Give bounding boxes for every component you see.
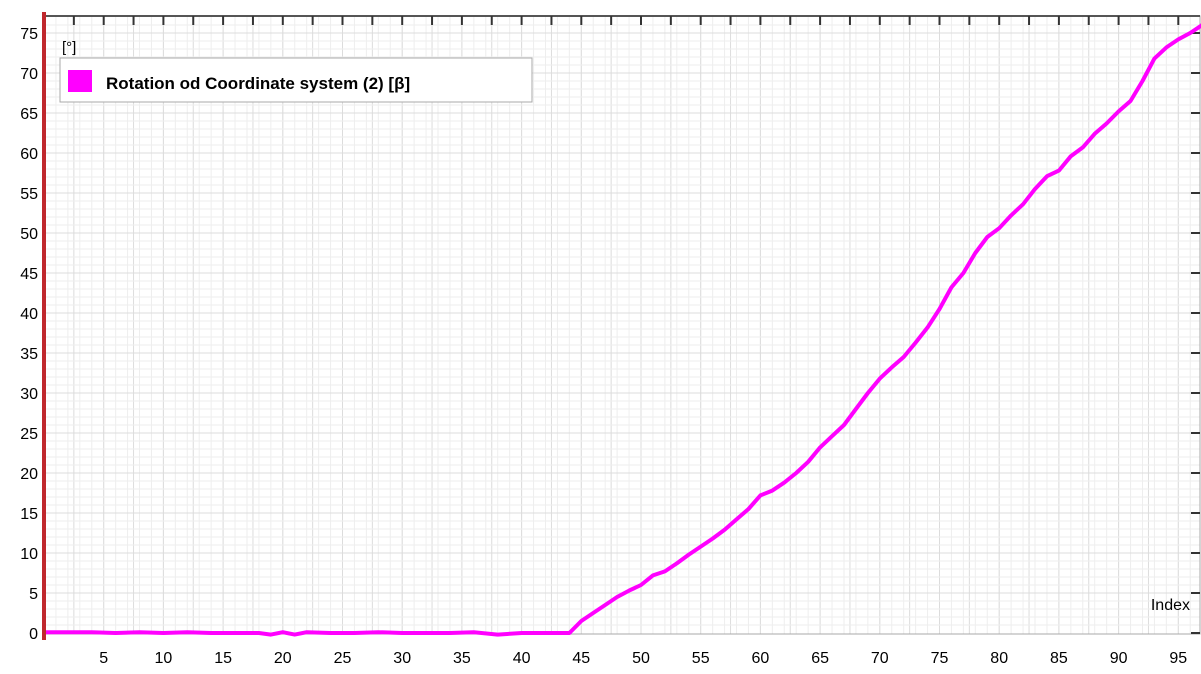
x-tick-label: 70 [871,650,889,667]
y-axis-ticks: 0 5 10 15 20 25 30 35 40 45 50 55 60 65 70 75 [20,26,38,643]
y-tick-label: 55 [20,186,38,203]
series-line [42,23,1201,637]
y-tick-label: 5 [29,586,38,603]
x-tick-label: 80 [990,650,1008,667]
y-tick-label: 60 [20,146,38,163]
grid-lines [44,16,1200,634]
x-tick-label: 30 [393,650,411,667]
legend-box [59,57,533,103]
y-tick-label: 35 [20,346,38,363]
y-tick-label: 10 [20,546,38,563]
y-tick-label: 30 [20,386,38,403]
x-tick-label: 90 [1110,650,1128,667]
legend-label: Rotation od Coordinate system (2) [β] [106,74,410,93]
y-tick-label: 15 [20,506,38,523]
y-tick-label: 50 [20,226,38,243]
x-tick-label: 75 [931,650,949,667]
x-axis-ticks: 5 10 15 20 25 30 35 40 45 50 55 60 65 70 75 80 85 90 95 [99,650,1187,667]
x-tick-label: 85 [1050,650,1068,667]
x-tick-label: 40 [513,650,531,667]
x-tick-label: 95 [1169,650,1187,667]
x-tick-label: 55 [692,650,710,667]
x-axis-label: Index [1151,597,1190,614]
x-tick-label: 65 [811,650,829,667]
y-tick-label: 20 [20,466,38,483]
y-axis-unit-label: [°] [62,39,76,56]
legend-swatch [68,70,92,92]
y-tick-label: 25 [20,426,38,443]
y-tick-label: 65 [20,106,38,123]
x-tick-label: 50 [632,650,650,667]
series-layer [42,23,1201,637]
y-tick-label: 40 [20,306,38,323]
x-tick-label: 20 [274,650,292,667]
x-tick-label: 25 [334,650,352,667]
y-tick-label: 0 [29,626,38,643]
x-tick-label: 15 [214,650,232,667]
y-tick-label: 70 [20,66,38,83]
plot-frame [44,15,1200,634]
y-tick-label: 45 [20,266,38,283]
x-tick-label: 10 [155,650,173,667]
x-tick-label: 60 [752,650,770,667]
x-tick-label: 35 [453,650,471,667]
x-tick-label: 5 [99,650,108,667]
legend[interactable]: Rotation od Coordinate system (2) [β] [59,57,533,103]
x-tick-label: 45 [572,650,590,667]
y-tick-label: 75 [20,26,38,43]
plot-area-border [43,15,1201,635]
